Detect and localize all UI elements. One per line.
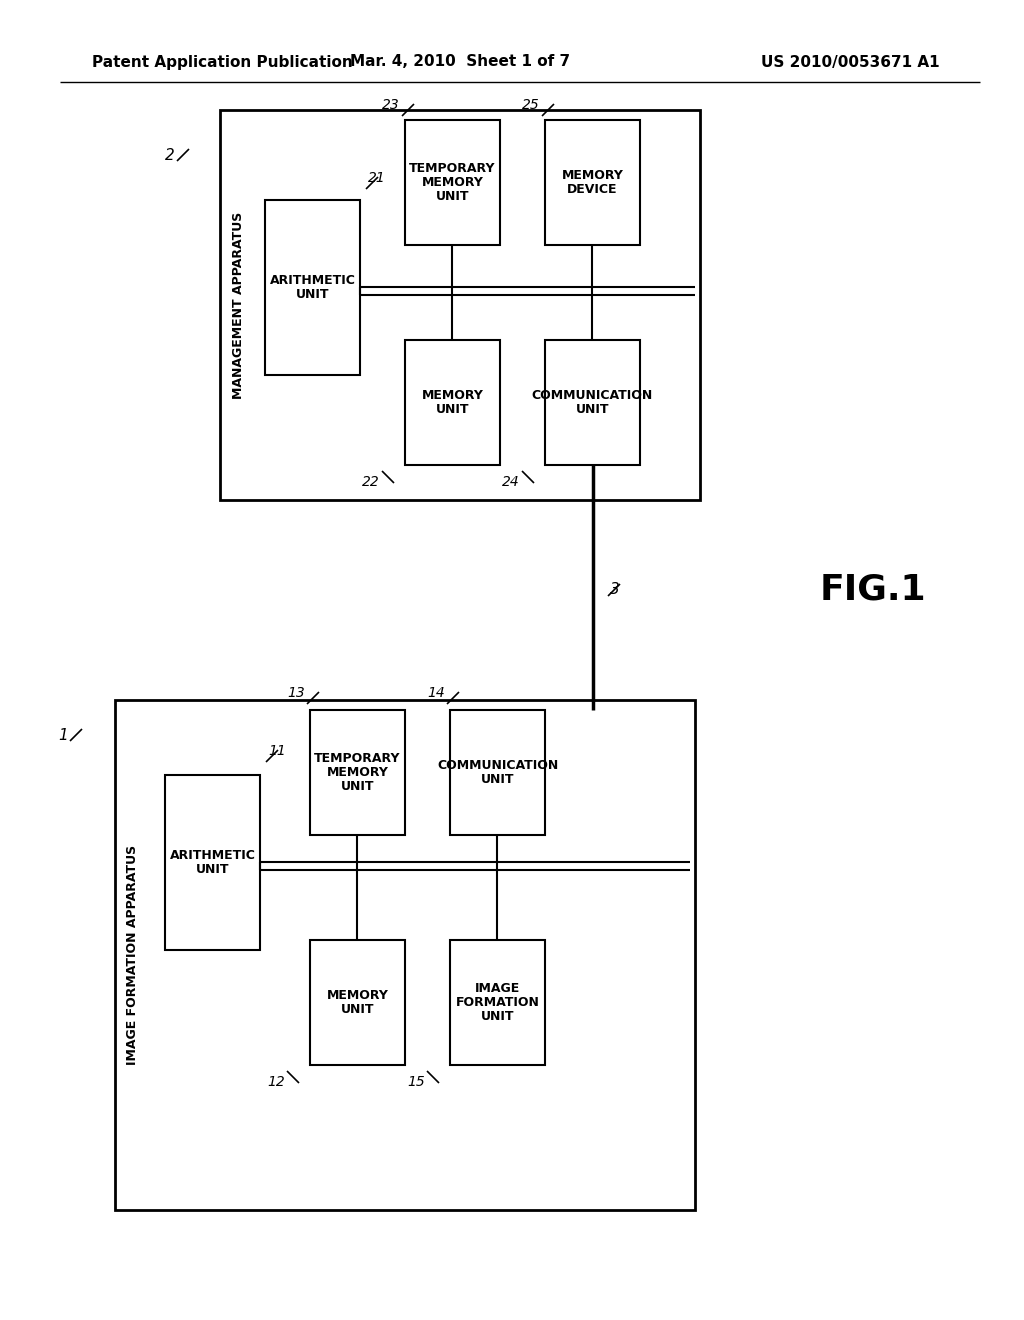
Text: IMAGE: IMAGE bbox=[475, 982, 520, 995]
Text: UNIT: UNIT bbox=[480, 774, 514, 785]
Text: 21: 21 bbox=[368, 172, 386, 185]
Text: 25: 25 bbox=[522, 98, 540, 112]
Text: 12: 12 bbox=[267, 1074, 285, 1089]
Text: COMMUNICATION: COMMUNICATION bbox=[531, 389, 653, 403]
Bar bbox=[310, 940, 406, 1065]
Text: 1: 1 bbox=[58, 727, 68, 742]
Text: TEMPORARY: TEMPORARY bbox=[314, 752, 400, 766]
Text: UNIT: UNIT bbox=[196, 863, 229, 876]
Text: Patent Application Publication: Patent Application Publication bbox=[92, 54, 352, 70]
Text: 11: 11 bbox=[268, 744, 286, 758]
Text: MEMORY: MEMORY bbox=[561, 169, 624, 182]
Bar bbox=[450, 710, 545, 836]
Bar bbox=[545, 341, 640, 465]
Text: 13: 13 bbox=[288, 686, 305, 700]
Text: TEMPORARY: TEMPORARY bbox=[410, 162, 496, 176]
Text: UNIT: UNIT bbox=[436, 403, 469, 416]
Text: Mar. 4, 2010  Sheet 1 of 7: Mar. 4, 2010 Sheet 1 of 7 bbox=[350, 54, 570, 70]
Text: FORMATION: FORMATION bbox=[456, 997, 540, 1008]
Text: MEMORY: MEMORY bbox=[422, 389, 483, 403]
Bar bbox=[220, 110, 700, 500]
Text: MEMORY: MEMORY bbox=[327, 766, 388, 779]
Text: 22: 22 bbox=[362, 475, 380, 488]
Text: US 2010/0053671 A1: US 2010/0053671 A1 bbox=[762, 54, 940, 70]
Bar bbox=[406, 341, 500, 465]
Text: MEMORY: MEMORY bbox=[422, 176, 483, 189]
Bar bbox=[265, 201, 360, 375]
Text: UNIT: UNIT bbox=[436, 190, 469, 203]
Text: 3: 3 bbox=[610, 582, 620, 598]
Text: 24: 24 bbox=[502, 475, 520, 488]
Text: 15: 15 bbox=[408, 1074, 425, 1089]
Text: COMMUNICATION: COMMUNICATION bbox=[437, 759, 558, 772]
Text: UNIT: UNIT bbox=[480, 1010, 514, 1023]
Text: 2: 2 bbox=[165, 148, 175, 162]
Text: UNIT: UNIT bbox=[341, 1003, 374, 1016]
Text: MEMORY: MEMORY bbox=[327, 989, 388, 1002]
Bar bbox=[310, 710, 406, 836]
Text: IMAGE FORMATION APPARATUS: IMAGE FORMATION APPARATUS bbox=[127, 845, 139, 1065]
Text: DEVICE: DEVICE bbox=[567, 183, 617, 195]
Bar bbox=[406, 120, 500, 246]
Text: UNIT: UNIT bbox=[341, 780, 374, 793]
Text: 14: 14 bbox=[427, 686, 445, 700]
Text: UNIT: UNIT bbox=[296, 288, 330, 301]
Bar bbox=[545, 120, 640, 246]
Bar bbox=[450, 940, 545, 1065]
Text: 23: 23 bbox=[382, 98, 400, 112]
Text: MANAGEMENT APPARATUS: MANAGEMENT APPARATUS bbox=[231, 211, 245, 399]
Text: FIG.1: FIG.1 bbox=[820, 573, 927, 607]
Bar bbox=[165, 775, 260, 950]
Text: ARITHMETIC: ARITHMETIC bbox=[269, 275, 355, 286]
Text: ARITHMETIC: ARITHMETIC bbox=[170, 849, 255, 862]
Bar bbox=[115, 700, 695, 1210]
Text: UNIT: UNIT bbox=[575, 403, 609, 416]
